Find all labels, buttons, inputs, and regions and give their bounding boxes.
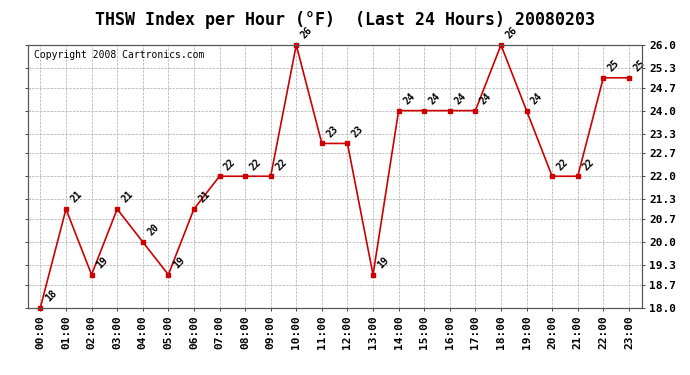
Text: 22: 22 [248,157,264,172]
Text: 25: 25 [606,58,622,74]
Text: 22: 22 [273,157,289,172]
Text: 22: 22 [222,157,237,172]
Text: THSW Index per Hour (°F)  (Last 24 Hours) 20080203: THSW Index per Hour (°F) (Last 24 Hours)… [95,11,595,29]
Text: 24: 24 [402,91,417,106]
Text: 19: 19 [171,255,186,270]
Text: 26: 26 [504,26,519,41]
Text: 18: 18 [43,288,59,303]
Text: 20: 20 [146,222,161,238]
Text: 23: 23 [351,124,366,139]
Text: 19: 19 [376,255,391,270]
Text: 24: 24 [453,91,468,106]
Text: 19: 19 [95,255,110,270]
Text: 24: 24 [478,91,493,106]
Text: 24: 24 [529,91,544,106]
Text: Copyright 2008 Cartronics.com: Copyright 2008 Cartronics.com [34,50,204,60]
Text: 26: 26 [299,26,315,41]
Text: 23: 23 [324,124,340,139]
Text: 22: 22 [555,157,571,172]
Text: 21: 21 [69,189,84,205]
Text: 21: 21 [197,189,212,205]
Text: 25: 25 [631,58,647,74]
Text: 22: 22 [580,157,596,172]
Text: 24: 24 [427,91,442,106]
Text: 21: 21 [120,189,135,205]
